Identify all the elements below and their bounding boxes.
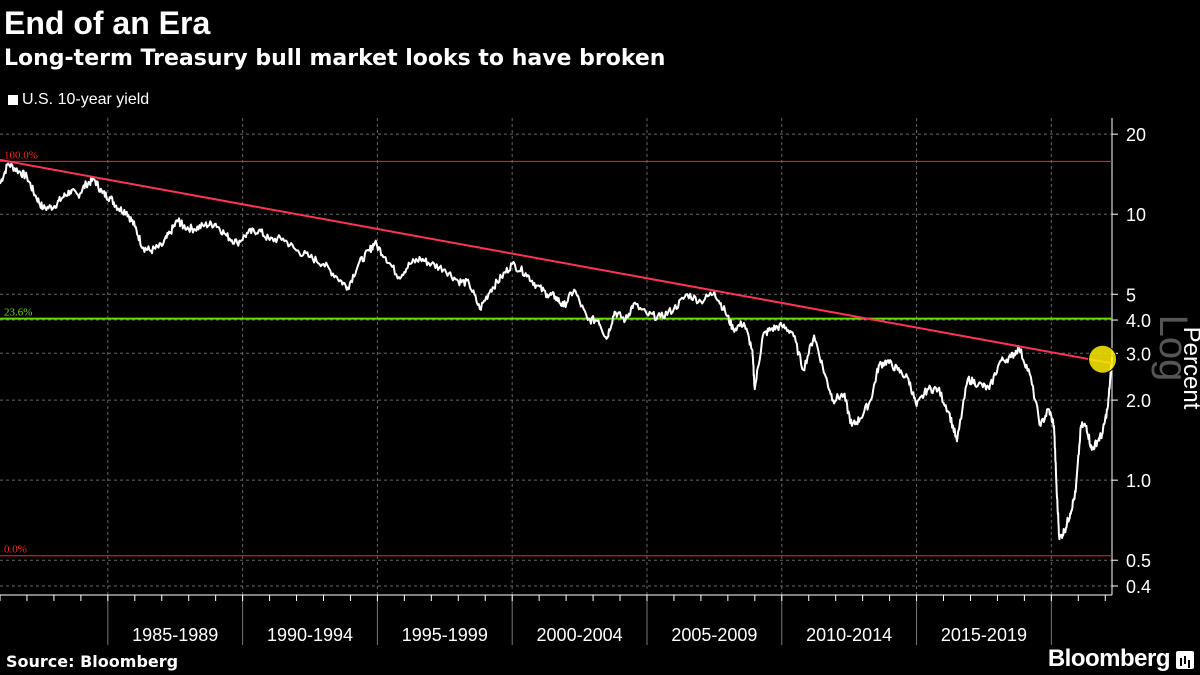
x-period-label: 1995-1999 [402,625,488,645]
x-period-label: 2010-2014 [806,625,892,645]
chart-subtitle: Long-term Treasury bull market looks to … [4,46,666,71]
chart-title: End of an Era [4,5,211,41]
trendline [0,158,1113,365]
x-period-label: 1985-1989 [132,625,218,645]
x-period-label: 1990-1994 [267,625,353,645]
y-axis-scale-label: Log [1151,315,1195,382]
y-tick-label: 10 [1126,205,1146,225]
legend-swatch-icon [8,95,18,105]
x-period-label: 2015-2019 [941,625,1027,645]
breakout-highlight-marker [1088,344,1118,374]
y-tick-label: 0.5 [1126,551,1151,571]
legend: U.S. 10-year yield [8,90,149,110]
legend-label: U.S. 10-year yield [22,91,150,108]
y-axis-title: Percent [1178,327,1200,410]
y-tick-label: 2.0 [1126,391,1151,411]
y-tick-label: 0.4 [1126,577,1151,597]
bloomberg-terminal-icon [1176,651,1194,669]
x-period-label: 2005-2009 [671,625,757,645]
y-tick-label: 1.0 [1126,471,1151,491]
source-note: Source: Bloomberg [6,652,179,671]
reference-line-label: 23.6% [4,307,32,319]
series-line-us-10y-yield [0,162,1113,541]
y-tick-label: 4.0 [1126,311,1151,331]
y-tick-label: 5 [1126,285,1136,305]
brand-wordmark: Bloomberg [1047,645,1171,672]
y-tick-label: 20 [1126,125,1146,145]
x-period-label: 2000-2004 [537,625,623,645]
reference-line-label: 100.0% [4,149,38,161]
y-tick-label: 3.0 [1126,344,1151,364]
reference-line-label: 0.0% [4,544,27,556]
